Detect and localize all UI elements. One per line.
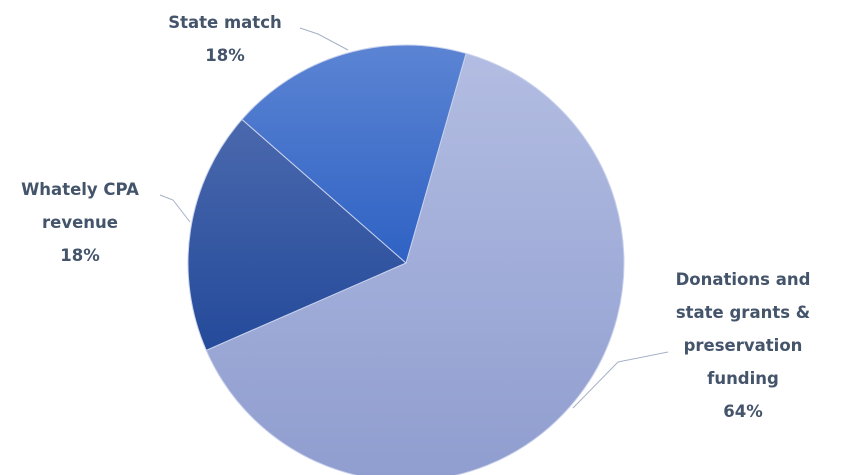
pie-slice-whately-cpa — [187, 118, 407, 351]
pie-slice-state-match — [241, 44, 467, 264]
slice-name-line: State match — [168, 13, 281, 32]
pie-slice-donations — [205, 52, 625, 475]
slice-value-label: 18% — [205, 46, 245, 65]
slice-label-whately-cpa: Whately CPA revenue 18% — [21, 180, 139, 265]
slice-value-label: 18% — [60, 246, 100, 265]
slice-labels: Donations and state grants & preservation f… — [21, 13, 810, 421]
slice-value-label: 64% — [723, 402, 763, 421]
slice-name-line: Whately CPA — [21, 180, 139, 199]
pie-slices — [187, 44, 625, 475]
slice-label-state-match: State match 18% — [168, 13, 281, 65]
slice-name-line: funding — [707, 369, 779, 388]
leader-line-whately-cpa — [159, 194, 191, 223]
leader-line-state-match — [299, 27, 349, 51]
leader-line-donations — [572, 351, 669, 409]
slice-label-donations: Donations and state grants & preservation f… — [676, 270, 811, 421]
slice-name-line: Donations and — [676, 270, 811, 289]
slice-name-line: state grants & — [676, 303, 810, 322]
leader-lines — [159, 27, 669, 409]
slice-name-line: preservation — [684, 336, 803, 355]
slice-name-line: revenue — [42, 213, 118, 232]
